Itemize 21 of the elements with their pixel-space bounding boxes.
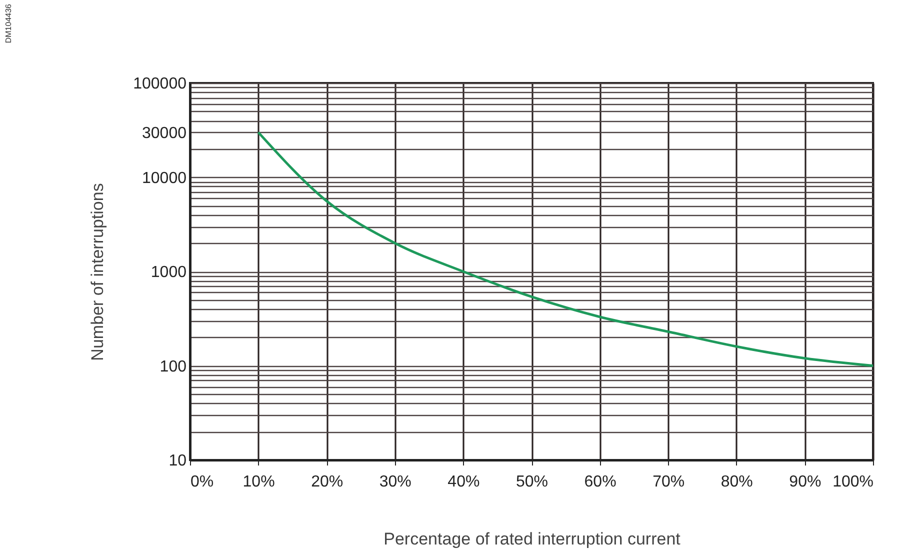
y-tick-label: 100: [160, 358, 187, 376]
x-tick-label: 10%: [242, 474, 275, 490]
x-axis-title: Percentage of rated interruption current: [384, 530, 681, 548]
y-axis-title: Number of interruptions: [88, 183, 108, 361]
y-tick-label: 30000: [142, 124, 187, 142]
x-tick-label: 90%: [789, 474, 822, 490]
y-tick-label: 10000: [142, 170, 187, 187]
x-tick-label: 70%: [652, 474, 685, 490]
x-tick-label: 30%: [379, 474, 412, 490]
y-tick-label: 100000: [133, 76, 187, 92]
y-tick-label: 1000: [150, 264, 187, 281]
document-code: DM104436: [4, 4, 13, 44]
x-tick-label: 0%: [190, 474, 214, 490]
x-tick-label: 100%: [832, 474, 874, 490]
y-tick-label: 10: [168, 452, 187, 470]
x-tick-label: 20%: [311, 474, 344, 490]
x-tick-label: 60%: [584, 474, 616, 490]
x-tick-label: 80%: [720, 474, 753, 490]
x-tick-label: 50%: [516, 474, 548, 490]
x-tick-label: 40%: [448, 474, 480, 490]
line-series: [257, 131, 874, 367]
